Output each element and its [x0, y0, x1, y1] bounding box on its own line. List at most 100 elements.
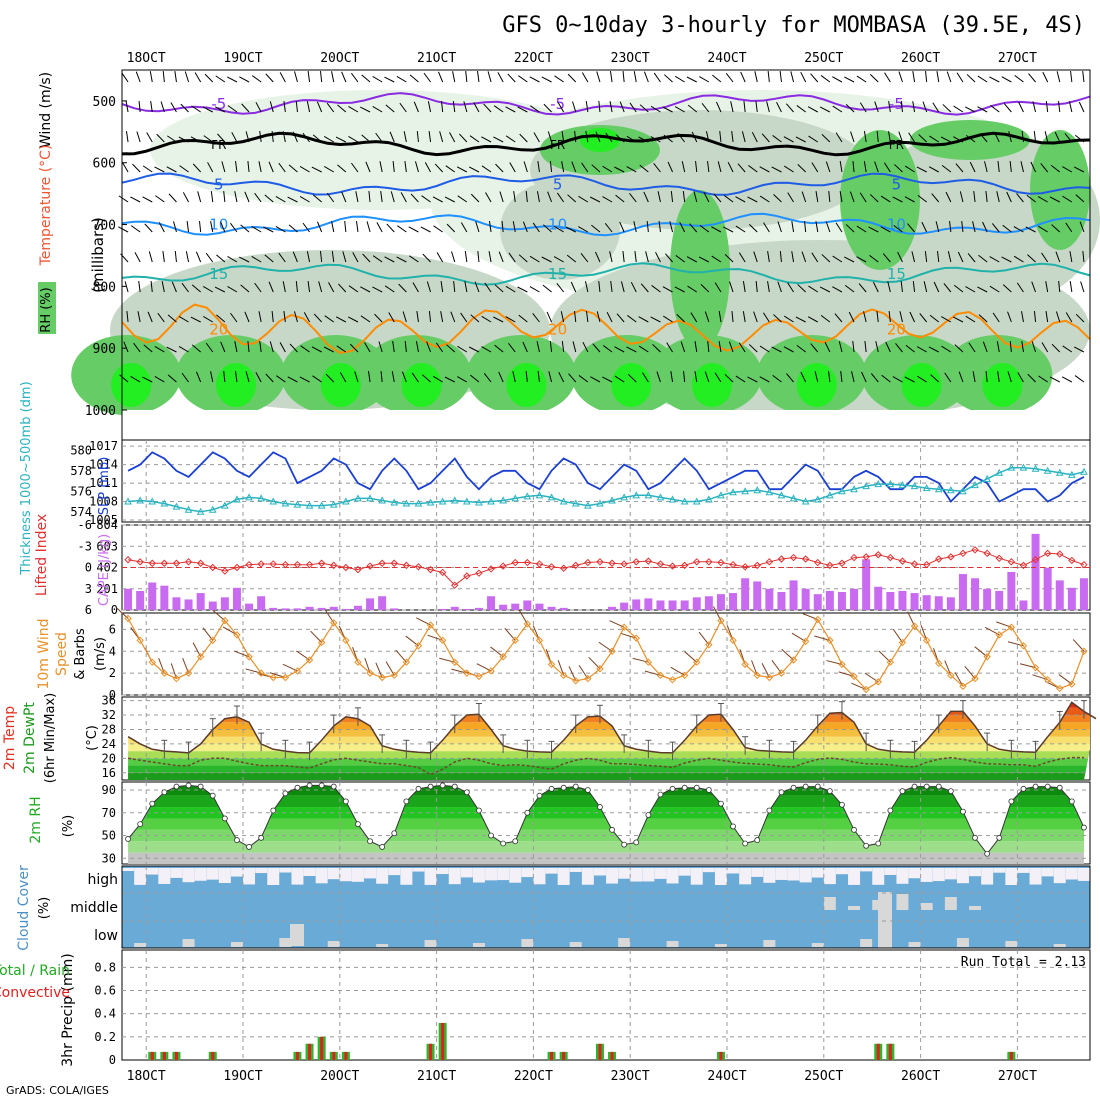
wind-speed-point — [608, 647, 616, 655]
wind-barb — [572, 101, 577, 113]
thickness-point — [850, 485, 858, 493]
wind-barb — [1054, 131, 1061, 143]
rh-tick: 70 — [102, 806, 116, 820]
mid-cloud-bar — [944, 897, 957, 910]
wind-barb — [1050, 164, 1061, 173]
wind-speed-point — [886, 658, 895, 666]
isotherm-label: FR — [550, 138, 565, 152]
rh-point — [754, 837, 761, 843]
high-cloud-bar — [291, 868, 304, 885]
wind-barb — [627, 315, 637, 323]
wind-barb — [985, 371, 988, 383]
wind-speed-point — [572, 677, 580, 685]
high-cloud-bar — [315, 868, 328, 884]
wind-barb — [682, 191, 686, 203]
high-cloud-bar — [618, 868, 631, 879]
wind-barb — [714, 282, 722, 293]
wind-barb — [459, 133, 468, 143]
wind-barb — [154, 166, 165, 173]
high-cloud-bar — [787, 868, 800, 881]
wind-barb — [259, 131, 262, 143]
thickness-point — [378, 496, 386, 504]
high-cloud-bar — [122, 868, 135, 871]
thickness-point — [571, 499, 580, 507]
time-label-top: 24OCT — [707, 51, 746, 66]
wind-barb — [1041, 342, 1049, 353]
wind-barb — [567, 73, 577, 83]
thickness-point — [910, 482, 919, 490]
wind-barb — [162, 251, 165, 263]
wind-barb — [154, 375, 165, 383]
high-cloud-bar — [472, 868, 485, 883]
wind-barb — [477, 251, 480, 263]
slp-tick: 1008 — [89, 495, 118, 509]
wind-barb — [268, 161, 274, 173]
wind-barb — [241, 103, 250, 113]
cape-bar — [450, 606, 459, 610]
wind-barb — [320, 251, 323, 263]
thickness-point — [632, 491, 641, 499]
wind-barb — [797, 163, 806, 173]
wind-barb — [428, 311, 432, 323]
wind-ylabel-1: 10m Wind — [36, 618, 52, 689]
wind-barb — [800, 71, 807, 83]
wind-barb — [287, 196, 298, 203]
wind-barb — [869, 73, 879, 83]
li-point — [922, 560, 931, 569]
wind-barb — [360, 315, 371, 323]
wind-barb — [279, 72, 286, 83]
wind-barb — [174, 71, 177, 83]
high-cloud-bar — [678, 868, 691, 876]
wind-barb — [964, 665, 976, 679]
li-point — [209, 563, 217, 572]
wind-barb — [828, 371, 831, 383]
wind-barb — [735, 196, 746, 203]
wind-barb — [444, 196, 455, 203]
cape-bar — [269, 607, 278, 610]
cape-bar — [608, 606, 617, 610]
wind-barb — [397, 225, 407, 233]
wind-barb — [821, 133, 831, 143]
wind-speed-point — [935, 659, 943, 668]
low-cloud-bar — [1053, 944, 1066, 947]
cape-bar — [148, 582, 157, 610]
wind-barb — [178, 136, 189, 143]
cape-bar — [886, 592, 895, 610]
rh-point — [330, 783, 337, 790]
thickness-point — [438, 497, 447, 505]
wind-barb — [501, 221, 504, 233]
wind-barb — [149, 71, 153, 83]
li-point — [1080, 560, 1088, 569]
wind-barb — [1038, 225, 1048, 233]
wind-barb — [532, 222, 540, 233]
cape-bar — [958, 574, 967, 610]
wind-tick: 4 — [109, 644, 116, 658]
li-point — [910, 560, 919, 568]
rh-bright-area — [580, 128, 620, 152]
wind-barb — [525, 371, 528, 383]
wind-barb — [324, 315, 335, 323]
thickness-point — [136, 496, 144, 504]
rh-point — [947, 788, 954, 795]
wind-barb — [465, 71, 468, 83]
wind-barb — [1055, 311, 1061, 323]
temp-band — [128, 743, 1090, 752]
wind-barb — [302, 132, 310, 143]
wind-barb — [173, 221, 177, 233]
wind-barb — [396, 75, 407, 83]
wind-speed-point — [160, 669, 169, 677]
wind-barb — [1045, 281, 1049, 293]
wind-barb — [656, 371, 661, 383]
cape-tick: 804 — [96, 518, 118, 532]
temp-tick: 24 — [102, 737, 116, 751]
wind-barb — [205, 342, 214, 353]
wind-barb — [1027, 254, 1036, 263]
wind-barb — [445, 165, 456, 173]
cape-bar — [535, 603, 544, 610]
high-cloud-bar — [932, 868, 945, 882]
wind-barb — [1079, 221, 1085, 233]
wind-speed-point — [910, 622, 919, 630]
wind-barb — [933, 281, 940, 293]
wind-barb — [223, 191, 226, 203]
